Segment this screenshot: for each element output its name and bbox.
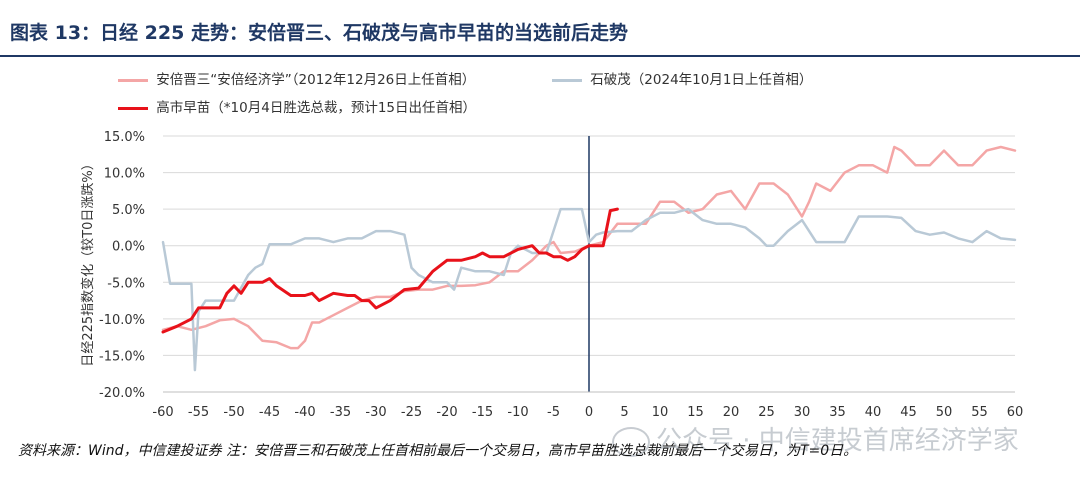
x-tick-label: -40	[294, 405, 315, 420]
figure-title: 图表 13：日经 225 走势：安倍晋三、石破茂与高市早苗的当选前后走势	[10, 22, 628, 44]
legend-label-ishiba: 石破茂（2024年10月1日上任首相）	[590, 72, 813, 88]
x-tick-label: -20	[436, 405, 457, 420]
title-rule	[0, 55, 1080, 57]
y-tick-label: -15.0%	[99, 349, 145, 364]
x-tick-label: -35	[330, 405, 351, 420]
x-tick-label: 40	[865, 405, 882, 420]
legend-label-takaichi: 高市早苗（*10月4日胜选总裁，预计15日出任首相）	[156, 100, 476, 116]
x-tick-label: -5	[547, 405, 560, 420]
x-tick-label: 20	[723, 405, 740, 420]
x-tick-label: -50	[223, 405, 244, 420]
x-tick-label: 30	[794, 405, 811, 420]
y-tick-label: 0.0%	[112, 240, 145, 255]
x-tick-label: -55	[188, 405, 209, 420]
y-tick-label: 5.0%	[112, 203, 145, 218]
x-tick-label: 50	[936, 405, 953, 420]
y-tick-label: -20.0%	[99, 386, 145, 401]
y-tick-label: -5.0%	[107, 276, 145, 291]
legend-item-abe: 安倍晋三“安倍经济学”（2012年12月26日上任首相）	[118, 68, 475, 88]
legend-label-abe: 安倍晋三“安倍经济学”（2012年12月26日上任首相）	[156, 72, 476, 88]
x-tick-label: 35	[829, 405, 846, 420]
legend-swatch-ishiba	[552, 78, 582, 82]
wechat-logo-icon	[612, 426, 650, 457]
x-tick-label: -15	[472, 405, 493, 420]
x-tick-label: 25	[758, 405, 775, 420]
y-tick-label: 10.0%	[104, 167, 145, 182]
x-tick-label: -30	[365, 405, 386, 420]
x-tick-label: 45	[900, 405, 917, 420]
watermark-text: 公众号 · 中信建投首席经济学家	[656, 426, 1019, 456]
series-line-ishiba	[161, 207, 1017, 372]
x-tick-label: -45	[259, 405, 280, 420]
series-line-takaichi	[161, 207, 619, 334]
x-tick-label: 60	[1007, 405, 1024, 420]
legend-swatch-abe	[118, 78, 148, 82]
x-tick-label: -10	[507, 405, 528, 420]
x-tick-label: 5	[620, 405, 628, 420]
x-tick-label: 15	[687, 405, 704, 420]
legend-swatch-takaichi	[118, 106, 148, 110]
x-tick-label: 55	[971, 405, 988, 420]
x-tick-label: -60	[152, 405, 173, 420]
y-tick-label: 15.0%	[104, 130, 145, 145]
x-tick-label: 10	[652, 405, 669, 420]
x-tick-label: 0	[585, 405, 593, 420]
watermark: 公众号 · 中信建投首席经济学家	[612, 420, 1019, 457]
y-axis-label: 日经225指数变化（较T0日涨跌%）	[80, 157, 96, 366]
y-tick-label: -10.0%	[99, 313, 145, 328]
legend-item-takaichi: 高市早苗（*10月4日胜选总裁，预计15日出任首相）	[118, 96, 476, 116]
legend-item-ishiba: 石破茂（2024年10月1日上任首相）	[552, 68, 812, 88]
x-tick-label: -25	[401, 405, 422, 420]
source-note: 资料来源：Wind，中信建投证券 注：安倍晋三和石破茂上任首相前最后一个交易日，…	[18, 443, 858, 459]
